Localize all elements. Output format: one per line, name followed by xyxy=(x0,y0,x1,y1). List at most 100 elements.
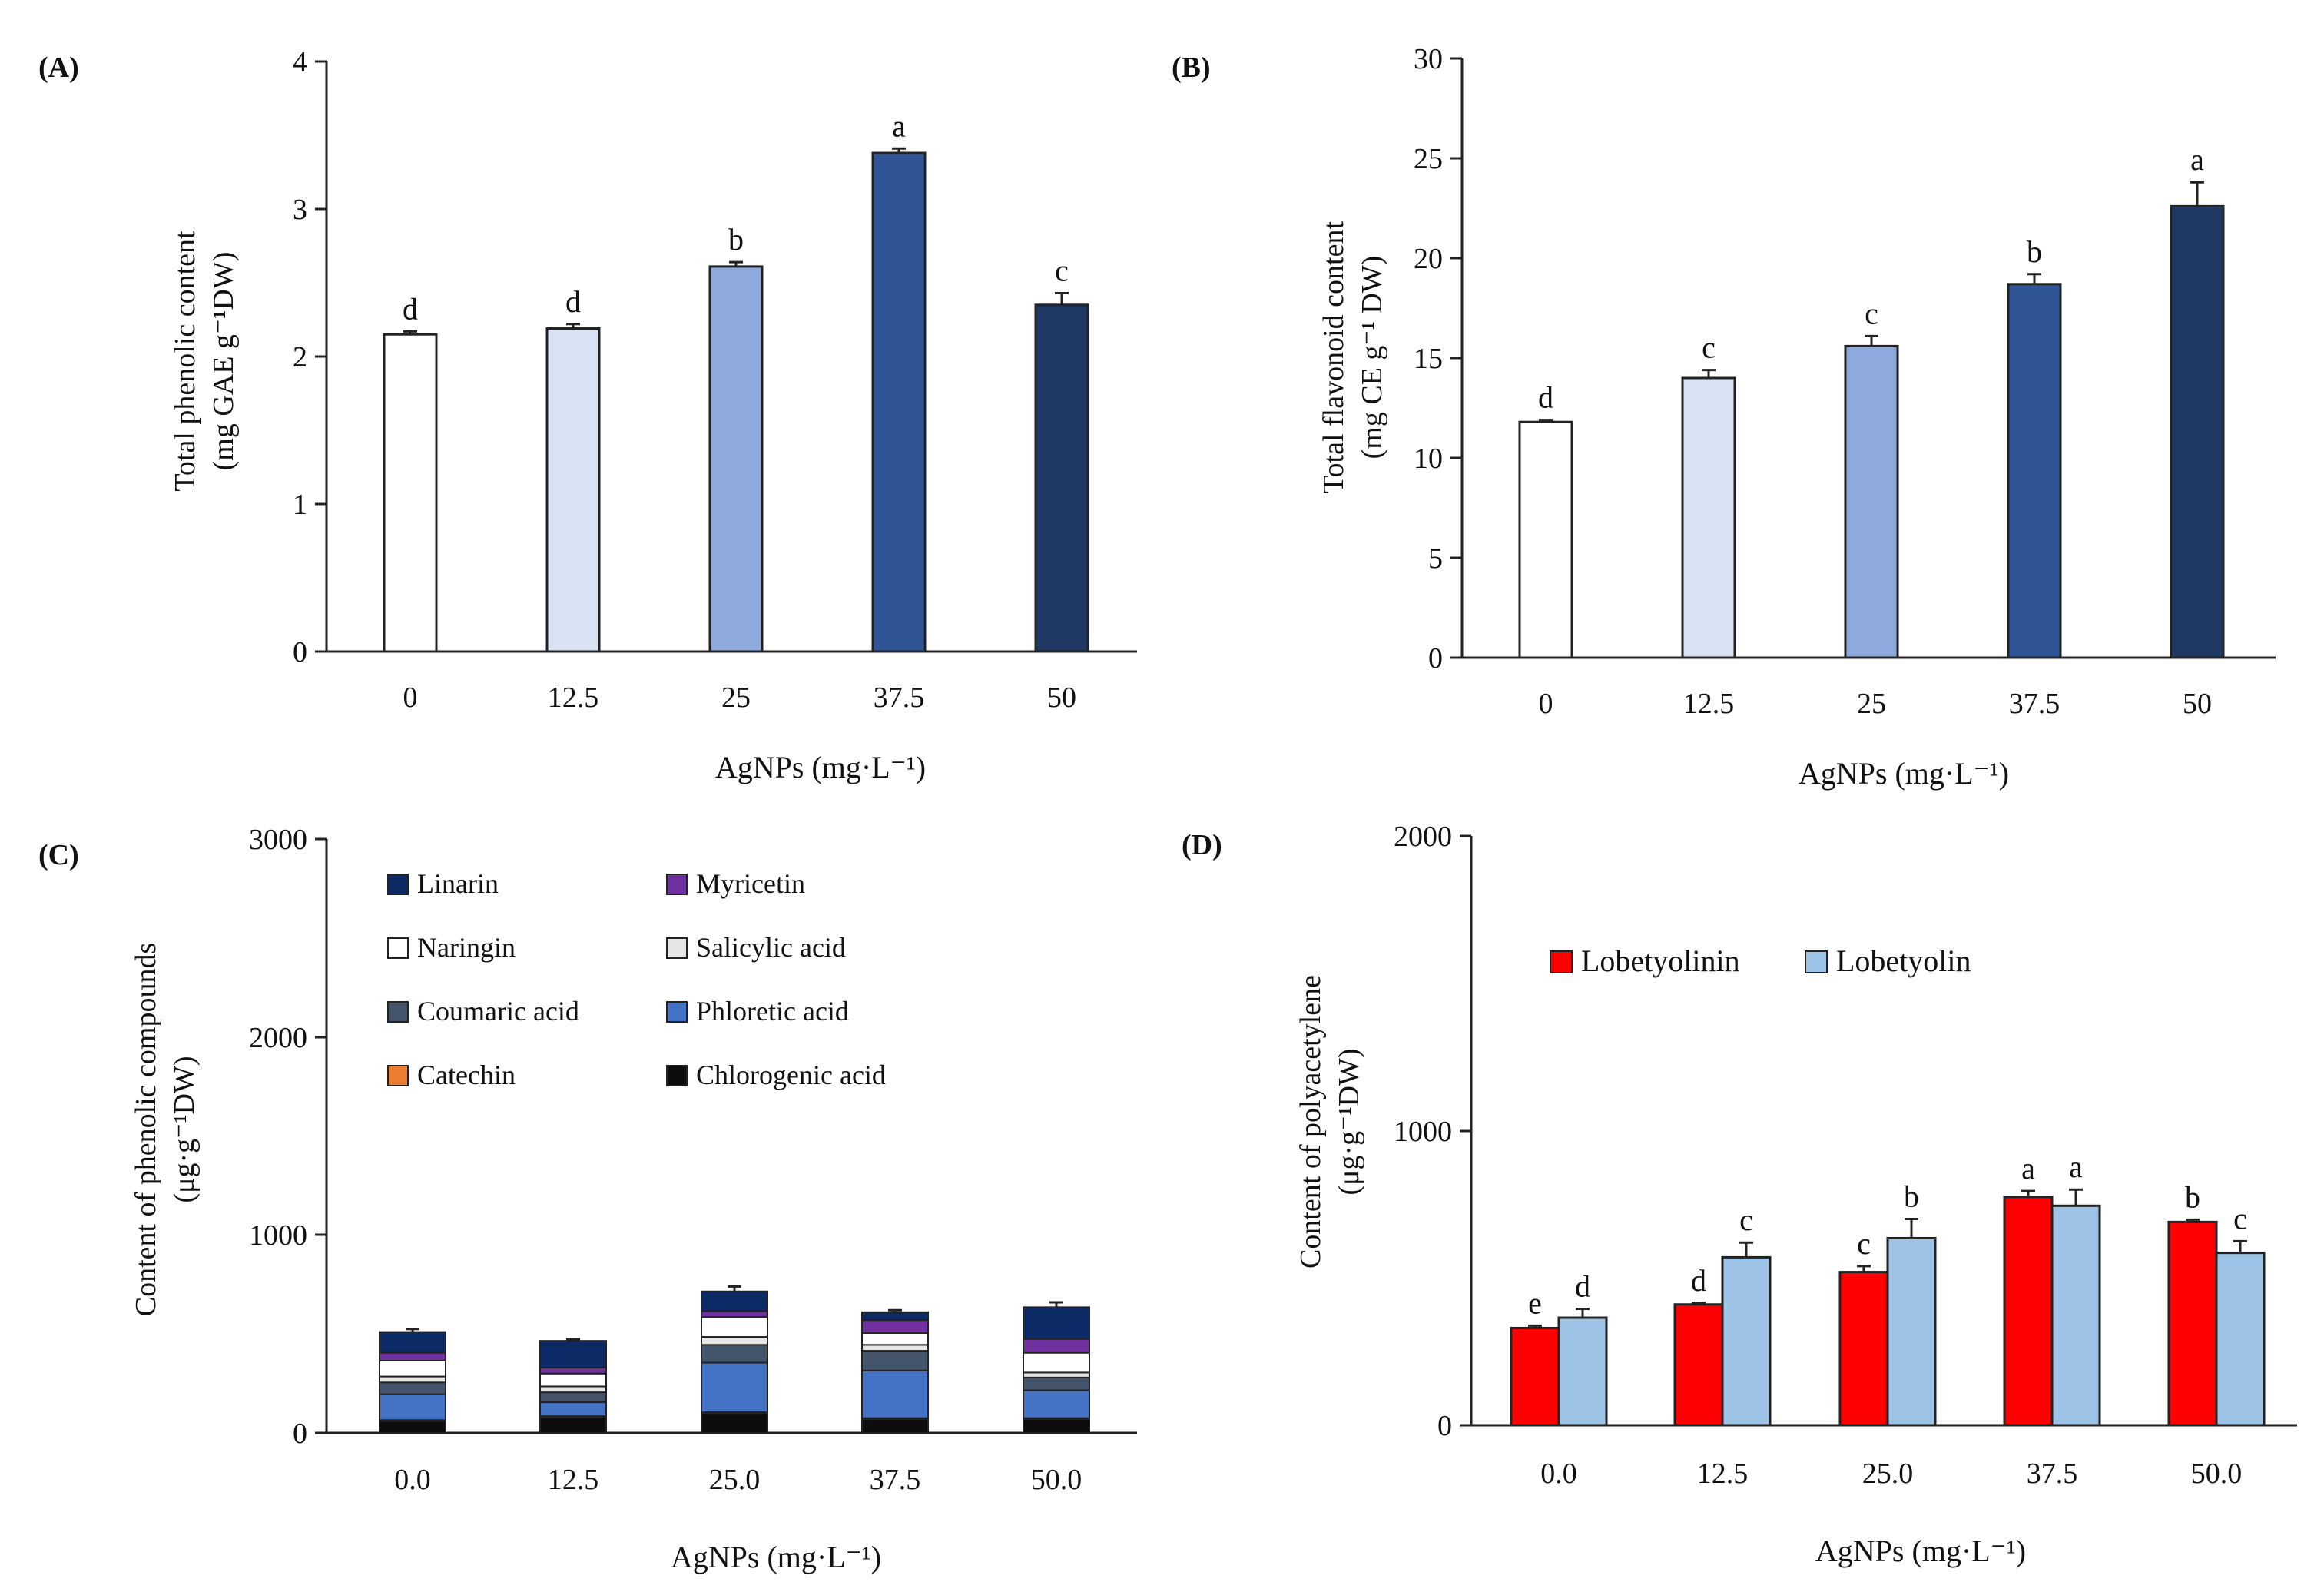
panel-b-letter-1: c xyxy=(1702,330,1716,365)
panel-a-error-bar-0 xyxy=(403,330,417,335)
panel-b-xlabel: AgNPs (mg·L⁻¹) xyxy=(1799,756,2009,791)
panel-c-segment-chlorogenic-acid-2 xyxy=(701,1412,768,1434)
panel-c-segment-naringin-2 xyxy=(701,1316,768,1338)
panel-d-y-tick-label-1: 1000 xyxy=(1394,1116,1452,1148)
panel-d-bar-lobetyolinin-1 xyxy=(1673,1303,1724,1427)
panel-d-error-bars xyxy=(1528,1188,2247,1328)
panel-c-x-tick-label-0: 0.0 xyxy=(394,1464,431,1496)
panel-d-bar-lobetyolin-3 xyxy=(2050,1204,2101,1427)
panel-a-ylabel-line2: (mg GAE g⁻¹DW) xyxy=(207,252,240,471)
legend-label-lobetyolinin: Lobetyolinin xyxy=(1581,944,1740,978)
panel-d-y-tick-label-0: 0 xyxy=(1437,1410,1452,1442)
legend-swatch-linarin xyxy=(387,874,409,895)
panel-b-y-tick-label-0: 0 xyxy=(1428,642,1443,675)
panel-d-error-bar-lobetyolinin-2 xyxy=(1857,1265,1871,1272)
panel-d-bar-lobetyolin-4 xyxy=(2215,1252,2266,1427)
panel-c-error-bar-3 xyxy=(888,1308,902,1312)
panel-a-error-bar-2 xyxy=(729,260,743,267)
panel-a-error-bar-3 xyxy=(892,147,906,154)
panel-b-error-bar-4 xyxy=(2190,181,2204,207)
panel-c-y-tick-label-1: 1000 xyxy=(249,1219,307,1252)
panel-c-y-tick-label-2: 2000 xyxy=(249,1022,307,1054)
panel-b-letter-3: b xyxy=(2027,234,2042,269)
panel-b-y-tick-label-6: 30 xyxy=(1414,43,1443,75)
panel-d-letter-lobetyolin-1: c xyxy=(1739,1202,1753,1237)
legend-swatch-naringin xyxy=(387,937,409,959)
panel-b-x-tick-label-2: 25 xyxy=(1857,688,1886,720)
panel-c-segment-chlorogenic-acid-1 xyxy=(539,1416,607,1434)
panel-d-letter-lobetyolinin-4: b xyxy=(2185,1179,2200,1214)
panel-b-error-bar-2 xyxy=(1865,334,1878,347)
legend-swatch-myricetin xyxy=(666,874,688,895)
panel-c-segment-chlorogenic-acid-3 xyxy=(861,1418,929,1434)
panel-a-error-bar-1 xyxy=(566,323,580,329)
legend-label-naringin: Naringin xyxy=(417,932,516,963)
panel-a-error-bars xyxy=(403,147,1069,335)
panel-d-error-bar-lobetyolin-0 xyxy=(1576,1308,1590,1318)
panel-c-segment-myricetin-4 xyxy=(1023,1338,1090,1354)
panel-d-error-bar-lobetyolin-4 xyxy=(2233,1239,2247,1253)
panel-d-letters: e d c a b d c b a c xyxy=(1528,1149,2247,1320)
panel-d-bar-lobetyolinin-2 xyxy=(1838,1271,1889,1427)
panel-b-y-ticks: 0 5 10 15 20 25 30 xyxy=(1414,43,1462,675)
panel-c-segment-salicylic-acid-3 xyxy=(861,1344,929,1352)
panel-c-segment-salicylic-acid-1 xyxy=(539,1385,607,1394)
panel-c-y-tick-label-3: 3000 xyxy=(249,824,307,856)
panel-d-letter-lobetyolinin-1: d xyxy=(1691,1263,1706,1298)
legend-label-phloretic-acid: Phloretic acid xyxy=(696,996,849,1027)
panel-d-bar-lobetyolin-1 xyxy=(1721,1255,1772,1427)
legend-label-lobetyolin: Lobetyolin xyxy=(1836,944,1971,978)
panel-b-ylabel-line2: (mg CE g⁻¹ DW) xyxy=(1356,256,1388,459)
legend-label-linarin: Linarin xyxy=(417,868,499,899)
panel-c-segment-myricetin-3 xyxy=(861,1319,929,1334)
panel-c-segment-coumaric-acid-0 xyxy=(379,1381,446,1395)
panel-d-x-ticks: 0.0 12.5 25.0 37.5 50.0 xyxy=(1540,1458,2242,1490)
panel-d-x-tick-label-1: 12.5 xyxy=(1697,1458,1749,1490)
panel-d-error-bar-lobetyolinin-1 xyxy=(1692,1302,1706,1305)
panel-d-letter-lobetyolin-2: b xyxy=(1904,1179,1919,1214)
panel-c-ylabel-line2: (μg·g⁻¹DW) xyxy=(168,1056,201,1202)
panel-d-x-tick-label-3: 37.5 xyxy=(2027,1458,2078,1490)
panel-b: (B) Total flavonoid content (mg CE g⁻¹ D… xyxy=(1172,43,2276,791)
panel-c-segment-phloretic-acid-0 xyxy=(379,1393,446,1421)
panel-c-segment-naringin-3 xyxy=(861,1332,929,1346)
panel-d-letter-lobetyolinin-3: a xyxy=(2021,1151,2035,1186)
panel-c-label: (C) xyxy=(38,839,79,871)
panel-c-segment-coumaric-acid-3 xyxy=(861,1350,929,1371)
panel-d-legend: Lobetyolinin Lobetyolin xyxy=(1550,944,1971,978)
panel-c-segment-phloretic-acid-4 xyxy=(1023,1389,1090,1419)
legend-swatch-catechin xyxy=(387,1065,409,1086)
panel-b-error-bar-0 xyxy=(1539,419,1553,423)
panel-c-ylabel-line1: Content of phenolic compounds xyxy=(130,943,162,1317)
panel-a-letter-0: d xyxy=(403,291,418,326)
panel-b-label: (B) xyxy=(1172,51,1211,84)
panel-a-bars xyxy=(383,151,1089,653)
panel-d-bar-lobetyolinin-4 xyxy=(2167,1220,2218,1427)
panel-c-error-bar-4 xyxy=(1049,1301,1063,1308)
panel-b-letter-4: a xyxy=(2190,142,2204,177)
panel-d-bar-lobetyolinin-3 xyxy=(2003,1196,2054,1427)
panel-b-bar-2 xyxy=(1844,344,1899,659)
legend-label-myricetin: Myricetin xyxy=(696,868,805,899)
panel-c-y-tick-label-0: 0 xyxy=(293,1418,307,1450)
panel-b-y-tick-label-1: 5 xyxy=(1428,542,1443,575)
panel-c-segment-phloretic-acid-1 xyxy=(539,1401,607,1418)
panel-d-y-tick-label-2: 2000 xyxy=(1394,821,1452,853)
panel-c-y-ticks: 0 1000 2000 3000 xyxy=(249,824,327,1450)
panel-a-bar-3 xyxy=(871,151,927,653)
panel-c-x-tick-label-3: 37.5 xyxy=(870,1464,921,1496)
panel-b-y-tick-label-5: 25 xyxy=(1414,143,1443,175)
panel-c-segment-naringin-1 xyxy=(539,1372,607,1388)
panel-d-bars xyxy=(1510,1196,2266,1427)
panel-d-x-tick-label-4: 50.0 xyxy=(2191,1458,2243,1490)
panel-a-x-tick-label-2: 25 xyxy=(721,682,751,714)
panel-a-y-tick-label-1: 1 xyxy=(293,489,307,521)
panel-b-error-bars xyxy=(1539,181,2204,423)
legend-label-chlorogenic-acid: Chlorogenic acid xyxy=(696,1060,886,1090)
panel-a-letter-4: c xyxy=(1055,253,1069,287)
panel-c-segment-linarin-4 xyxy=(1023,1306,1090,1340)
panel-a-x-ticks: 0 12.5 25 37.5 50 xyxy=(403,682,1077,714)
panel-a-ylabel-line1: Total phenolic content xyxy=(169,231,201,492)
panel-c-segment-myricetin-2 xyxy=(701,1310,768,1318)
panel-b-x-tick-label-1: 12.5 xyxy=(1683,688,1735,720)
